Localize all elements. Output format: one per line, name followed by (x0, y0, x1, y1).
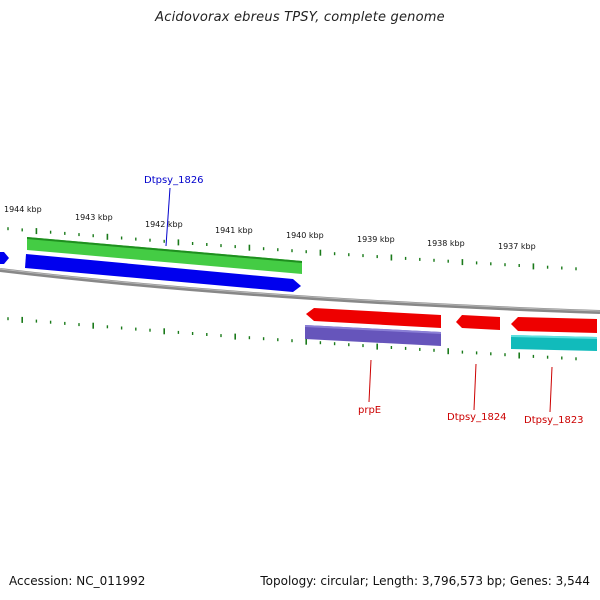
ruler-label-1937: 1937 kbp (498, 242, 536, 251)
ruler-ticks-lower (7, 316, 577, 361)
ruler-label-1943: 1943 kbp (75, 213, 113, 222)
ruler-label-1940: 1940 kbp (286, 231, 324, 240)
cds-feature-dtpsy-1824[interactable] (456, 315, 500, 330)
ruler-label-1941: 1941 kbp (215, 226, 253, 235)
leader-line-dtpsy-1826 (165, 187, 171, 247)
cds-feature-dtpsy-1826[interactable] (25, 254, 301, 292)
leader-line-dtpsy-1824 (473, 363, 477, 411)
gene-label-dtpsy-1823[interactable]: Dtpsy_1823 (524, 415, 584, 426)
genome-summary-text: Topology: circular; Length: 3,796,573 bp… (260, 574, 590, 588)
ruler-label-1939: 1939 kbp (357, 235, 395, 244)
cds-feature-cyan[interactable] (511, 335, 597, 351)
leader-line-prpe (368, 359, 372, 403)
gene-label-dtpsy-1826[interactable]: Dtpsy_1826 (144, 175, 204, 186)
ruler-label-1944: 1944 kbp (4, 205, 42, 214)
cds-feature-green-edge (27, 237, 302, 263)
accession-text: Accession: NC_011992 (9, 574, 146, 588)
genome-backbone (0, 268, 600, 314)
genome-title: Acidovorax ebreus TPSY, complete genome (155, 10, 445, 25)
gene-label-prpe[interactable]: prpE (358, 405, 381, 416)
cds-feature-prpe[interactable] (306, 308, 441, 328)
cds-feature-green[interactable] (27, 237, 302, 274)
gene-label-dtpsy-1824[interactable]: Dtpsy_1824 (447, 412, 507, 423)
cds-feature-purple[interactable] (305, 325, 441, 346)
cds-feature-dtpsy-1823[interactable] (511, 317, 597, 333)
leader-line-dtpsy-1823 (549, 366, 553, 413)
ruler-ticks-upper (7, 227, 577, 271)
cds-feature-cyan-edge (511, 335, 597, 339)
ruler-label-1938: 1938 kbp (427, 239, 465, 248)
genome-backbone-highlight (0, 268, 600, 312)
cds-feature-purple-edge (305, 325, 441, 334)
ruler-label-1942: 1942 kbp (145, 220, 183, 229)
cds-feature-blue-left[interactable] (0, 252, 9, 264)
